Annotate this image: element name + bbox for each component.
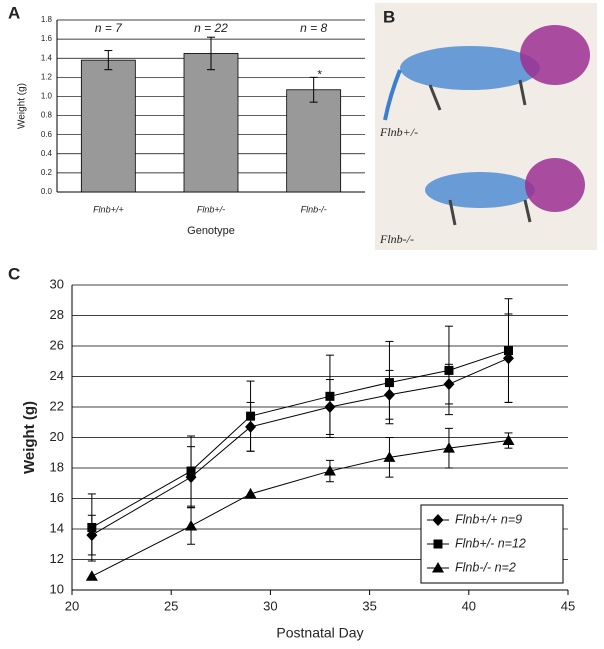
x-tick-label: 20 — [65, 598, 79, 613]
y-tick-label: 18 — [50, 459, 64, 474]
y-tick-label: 0.8 — [41, 111, 53, 120]
marker — [442, 442, 455, 453]
y-tick-label: 12 — [50, 551, 64, 566]
skeleton-skull — [520, 25, 590, 85]
y-tick-label: 1.8 — [41, 15, 53, 24]
marker — [85, 570, 98, 581]
y-tick-label: 1.0 — [41, 92, 53, 101]
skeleton-skull — [525, 158, 585, 212]
y-tick-label: 20 — [50, 429, 64, 444]
panel-letter: A — [8, 3, 20, 22]
marker — [87, 522, 97, 532]
y-tick-label: 0.2 — [41, 168, 53, 177]
photo-caption: Flnb-/- — [379, 232, 414, 246]
error-bar — [104, 50, 113, 71]
y-tick-label: 24 — [50, 368, 64, 383]
y-tick-label: 1.4 — [41, 53, 53, 62]
y-axis-label: Weight (g) — [21, 401, 38, 474]
skeleton-limbs — [448, 199, 532, 226]
y-tick-label: 0.4 — [41, 149, 53, 158]
photo-caption: Flnb+/- — [379, 125, 418, 139]
marker — [503, 346, 513, 356]
marker — [323, 465, 336, 476]
legend-label: Flnb+/+ n=9 — [455, 512, 522, 526]
skeleton-tail — [383, 69, 402, 121]
y-tick-label: 0.0 — [41, 187, 53, 196]
x-tick-label: 40 — [462, 598, 476, 613]
marker — [433, 539, 443, 549]
marker — [502, 434, 515, 446]
y-axis-label: Weight (g) — [17, 83, 28, 129]
marker — [383, 451, 396, 462]
bar — [80, 59, 136, 193]
y-tick-label: 26 — [50, 337, 64, 352]
y-tick-label: 1.2 — [41, 72, 53, 81]
skeleton-limbs — [428, 79, 527, 111]
n-label: n = 8 — [300, 21, 327, 35]
y-tick-label: 14 — [50, 520, 64, 535]
n-label: n = 7 — [95, 21, 123, 35]
n-label: n = 22 — [194, 21, 228, 35]
marker — [432, 514, 444, 526]
x-tick-label: 30 — [263, 598, 277, 613]
y-tick-label: 0.6 — [41, 130, 53, 139]
y-tick-label: 10 — [50, 581, 64, 596]
x-tick-label: Flnb+/+ — [93, 204, 124, 214]
marker — [185, 519, 198, 531]
marker — [325, 391, 335, 401]
panel-letter: C — [8, 264, 20, 283]
x-tick-label: Flnb-/- — [301, 204, 327, 214]
legend-label: Flnb-/- n=2 — [455, 560, 516, 574]
marker — [432, 562, 444, 573]
marker — [384, 378, 394, 388]
skeleton-ribs — [400, 46, 540, 90]
x-axis-label: Postnatal Day — [276, 625, 363, 641]
marker — [186, 466, 196, 476]
marker — [244, 487, 257, 499]
significance-label: * — [317, 68, 322, 82]
marker — [246, 411, 256, 421]
y-tick-label: 30 — [50, 276, 64, 291]
error-bar — [207, 36, 215, 71]
y-tick-label: 22 — [50, 398, 64, 413]
bar — [183, 53, 239, 193]
legend: Flnb+/+ n=9 Flnb+/- n=12 Flnb-/- n=2 — [420, 504, 564, 584]
x-tick-label: 45 — [561, 598, 575, 613]
x-tick-label: 35 — [362, 598, 376, 613]
y-tick-label: 28 — [50, 307, 64, 322]
series-line — [91, 350, 509, 528]
skeleton-ribs — [425, 172, 535, 208]
panel-letter: B — [383, 7, 395, 26]
x-axis-label: Genotype — [187, 225, 235, 237]
photo — [375, 3, 597, 250]
y-tick-label: 1.6 — [41, 34, 53, 43]
bar — [286, 89, 342, 193]
error-bar — [309, 76, 318, 103]
x-tick-label: Flnb+/- — [197, 204, 225, 214]
legend-label: Flnb+/- n=12 — [455, 536, 526, 550]
y-tick-label: 16 — [50, 490, 64, 505]
marker — [444, 365, 454, 375]
x-tick-label: 25 — [164, 598, 178, 613]
